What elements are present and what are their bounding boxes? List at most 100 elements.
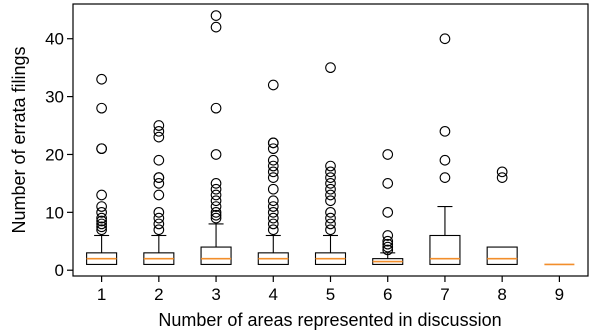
outlier-point bbox=[153, 189, 165, 201]
outlier-point bbox=[96, 212, 107, 224]
outlier-point bbox=[439, 172, 451, 183]
outlier-point bbox=[267, 218, 279, 230]
outlier-point bbox=[325, 206, 336, 218]
outlier-point bbox=[496, 166, 508, 178]
box-group-8 bbox=[486, 166, 518, 265]
outlier-point bbox=[439, 154, 451, 166]
outlier-point bbox=[325, 224, 336, 236]
outlier-point bbox=[210, 21, 222, 33]
outlier-point bbox=[210, 178, 222, 189]
x-tick-label: 1 bbox=[97, 285, 106, 304]
outlier-point bbox=[210, 189, 222, 201]
outlier-point bbox=[96, 201, 107, 212]
box-group-5 bbox=[314, 62, 347, 265]
outlier-point bbox=[96, 224, 107, 236]
outlier-point bbox=[325, 212, 336, 224]
outlier-point bbox=[382, 241, 394, 253]
box-group-4 bbox=[257, 79, 289, 265]
outlier-point bbox=[267, 172, 279, 183]
outlier-point bbox=[96, 206, 107, 218]
outlier-point bbox=[267, 137, 279, 149]
outlier-point bbox=[153, 125, 165, 137]
box-group-6 bbox=[372, 149, 404, 265]
outlier-point bbox=[382, 178, 394, 189]
outlier-point bbox=[153, 224, 165, 236]
outlier-point bbox=[325, 62, 336, 74]
outlier-point bbox=[96, 215, 107, 227]
outlier-point bbox=[267, 212, 279, 224]
y-axis: 0 10 20 30 40 bbox=[45, 30, 73, 280]
outlier-point bbox=[96, 143, 107, 155]
outlier-point bbox=[267, 206, 279, 218]
outlier-point bbox=[382, 149, 394, 160]
y-tick-label: 10 bbox=[45, 203, 64, 222]
outlier-point bbox=[210, 201, 222, 212]
outlier-point bbox=[96, 218, 107, 230]
outlier-point bbox=[210, 206, 222, 218]
outlier-point bbox=[96, 73, 107, 85]
outlier-point bbox=[325, 183, 336, 195]
outlier-point bbox=[267, 154, 279, 166]
iqr-box bbox=[429, 234, 461, 265]
y-tick-label: 30 bbox=[45, 88, 64, 107]
outlier-point bbox=[267, 183, 279, 195]
outlier-point bbox=[267, 160, 279, 172]
outlier-point bbox=[96, 221, 107, 233]
x-axis: 1 2 3 4 5 6 7 8 9 bbox=[97, 276, 564, 304]
outlier-point bbox=[210, 209, 222, 221]
outlier-point bbox=[325, 166, 336, 178]
x-tick-label: 4 bbox=[269, 285, 278, 304]
x-tick-label: 2 bbox=[154, 285, 163, 304]
outlier-point bbox=[96, 102, 107, 114]
x-tick-label: 3 bbox=[211, 285, 220, 304]
iqr-box bbox=[486, 246, 518, 265]
outlier-point bbox=[267, 79, 279, 91]
outlier-point bbox=[96, 189, 107, 201]
outlier-point bbox=[382, 206, 394, 218]
box-group-7 bbox=[429, 33, 461, 265]
x-tick-label: 5 bbox=[326, 285, 335, 304]
outlier-point bbox=[267, 224, 279, 236]
outlier-point bbox=[153, 178, 165, 189]
outlier-point bbox=[325, 172, 336, 183]
outlier-point bbox=[325, 189, 336, 201]
x-tick-label: 8 bbox=[497, 285, 506, 304]
outlier-point bbox=[153, 120, 165, 131]
outlier-point bbox=[382, 244, 394, 256]
outlier-point bbox=[267, 143, 279, 155]
outlier-point bbox=[210, 102, 222, 114]
outlier-point bbox=[267, 195, 279, 207]
iqr-box bbox=[200, 246, 232, 265]
outlier-point bbox=[153, 218, 165, 230]
outlier-point bbox=[496, 172, 508, 183]
outlier-point bbox=[210, 183, 222, 195]
outlier-point bbox=[210, 212, 222, 224]
outlier-point bbox=[153, 212, 165, 224]
outlier-point bbox=[153, 206, 165, 218]
x-tick-label: 7 bbox=[440, 285, 449, 304]
outlier-point bbox=[267, 166, 279, 178]
box-group-1 bbox=[86, 73, 118, 265]
outlier-point bbox=[267, 201, 279, 212]
outlier-point bbox=[325, 178, 336, 189]
x-axis-title: Number of areas represented in discussio… bbox=[158, 310, 501, 330]
x-tick-label: 9 bbox=[555, 285, 564, 304]
outlier-point bbox=[439, 33, 451, 45]
box-group-3 bbox=[200, 10, 232, 265]
box-series bbox=[86, 10, 575, 266]
y-tick-label: 40 bbox=[45, 30, 64, 49]
outlier-point bbox=[325, 195, 336, 207]
y-tick-label: 20 bbox=[45, 145, 64, 164]
outlier-point bbox=[382, 230, 394, 241]
outlier-point bbox=[210, 195, 222, 207]
outlier-point bbox=[153, 172, 165, 183]
outlier-point bbox=[439, 125, 451, 137]
outlier-point bbox=[325, 160, 336, 172]
outlier-point bbox=[210, 10, 222, 21]
outlier-point bbox=[325, 218, 336, 230]
outlier-point bbox=[382, 238, 394, 250]
outlier-point bbox=[210, 149, 222, 160]
y-axis-title: Number of errata filings bbox=[9, 46, 29, 233]
